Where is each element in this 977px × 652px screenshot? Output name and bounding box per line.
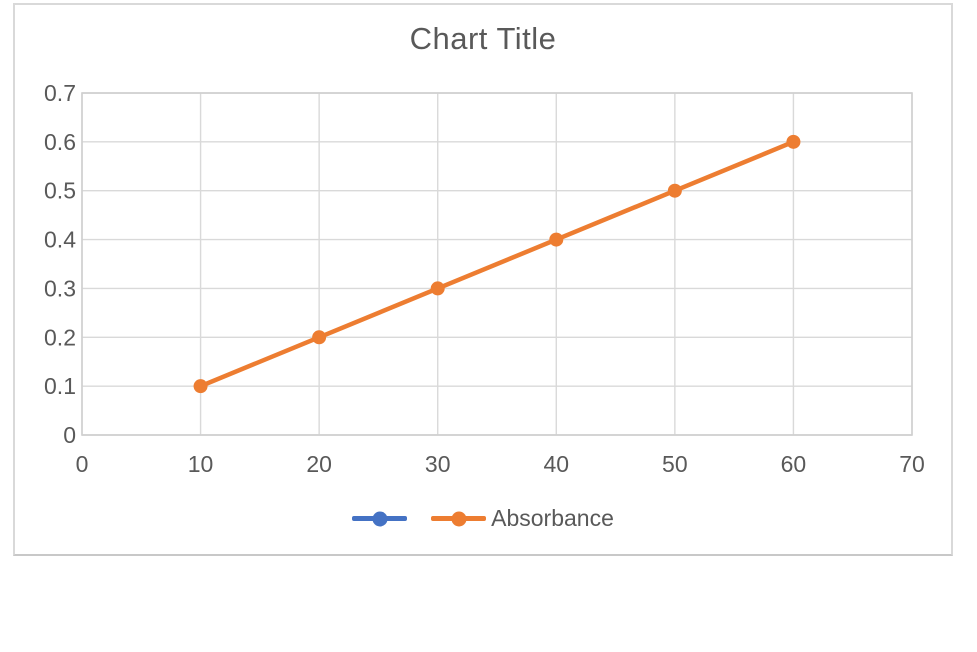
data-point-marker[interactable] (667, 183, 682, 198)
chart-title[interactable]: Chart Title (409, 21, 557, 56)
legend-line-marker-icon (352, 511, 408, 526)
data-point-marker[interactable] (786, 134, 801, 149)
x-tick-label: 0 (76, 451, 89, 477)
chart[interactable]: Chart Title 0 10 20 30 40 50 60 70 0 0.1 0.2 0.3 0.4… (13, 3, 953, 556)
data-point-marker[interactable] (193, 379, 208, 394)
legend-entry[interactable]: Absorbance (431, 505, 614, 532)
y-tick-label: 0.4 (44, 227, 76, 253)
x-tick-label: 20 (306, 451, 332, 477)
x-tick-label: 10 (188, 451, 214, 477)
x-tick-label: 60 (781, 451, 807, 477)
plot-area[interactable]: 0 10 20 30 40 50 60 70 0 0.1 0.2 0.3 0.4 0.5 0.6 0.7 (15, 5, 951, 553)
legend-dot-icon (451, 511, 467, 526)
y-tick-label: 0 (63, 422, 76, 448)
legend-label: Absorbance (491, 505, 614, 531)
series-line[interactable] (198, 139, 796, 389)
y-tick-label: 0.6 (44, 129, 76, 155)
data-point-marker[interactable] (430, 281, 445, 296)
legend-entry[interactable] (352, 511, 408, 526)
data-point-marker[interactable] (312, 330, 327, 345)
x-tick-label: 70 (899, 451, 925, 477)
y-tick-label: 0.3 (44, 275, 76, 301)
x-tick-label: 50 (662, 451, 688, 477)
x-tick-label: 30 (425, 451, 451, 477)
plot-border (81, 92, 913, 436)
y-tick-label: 0.5 (44, 178, 76, 204)
legend-line-marker-icon (431, 511, 487, 526)
y-tick-label: 0.2 (44, 324, 76, 350)
x-tick-label: 40 (543, 451, 569, 477)
y-tick-label: 0.7 (44, 80, 76, 106)
legend-dot-icon (372, 511, 388, 526)
legend[interactable]: Absorbance (15, 505, 951, 532)
y-tick-label: 0.1 (44, 373, 76, 399)
data-point-marker[interactable] (549, 232, 564, 247)
